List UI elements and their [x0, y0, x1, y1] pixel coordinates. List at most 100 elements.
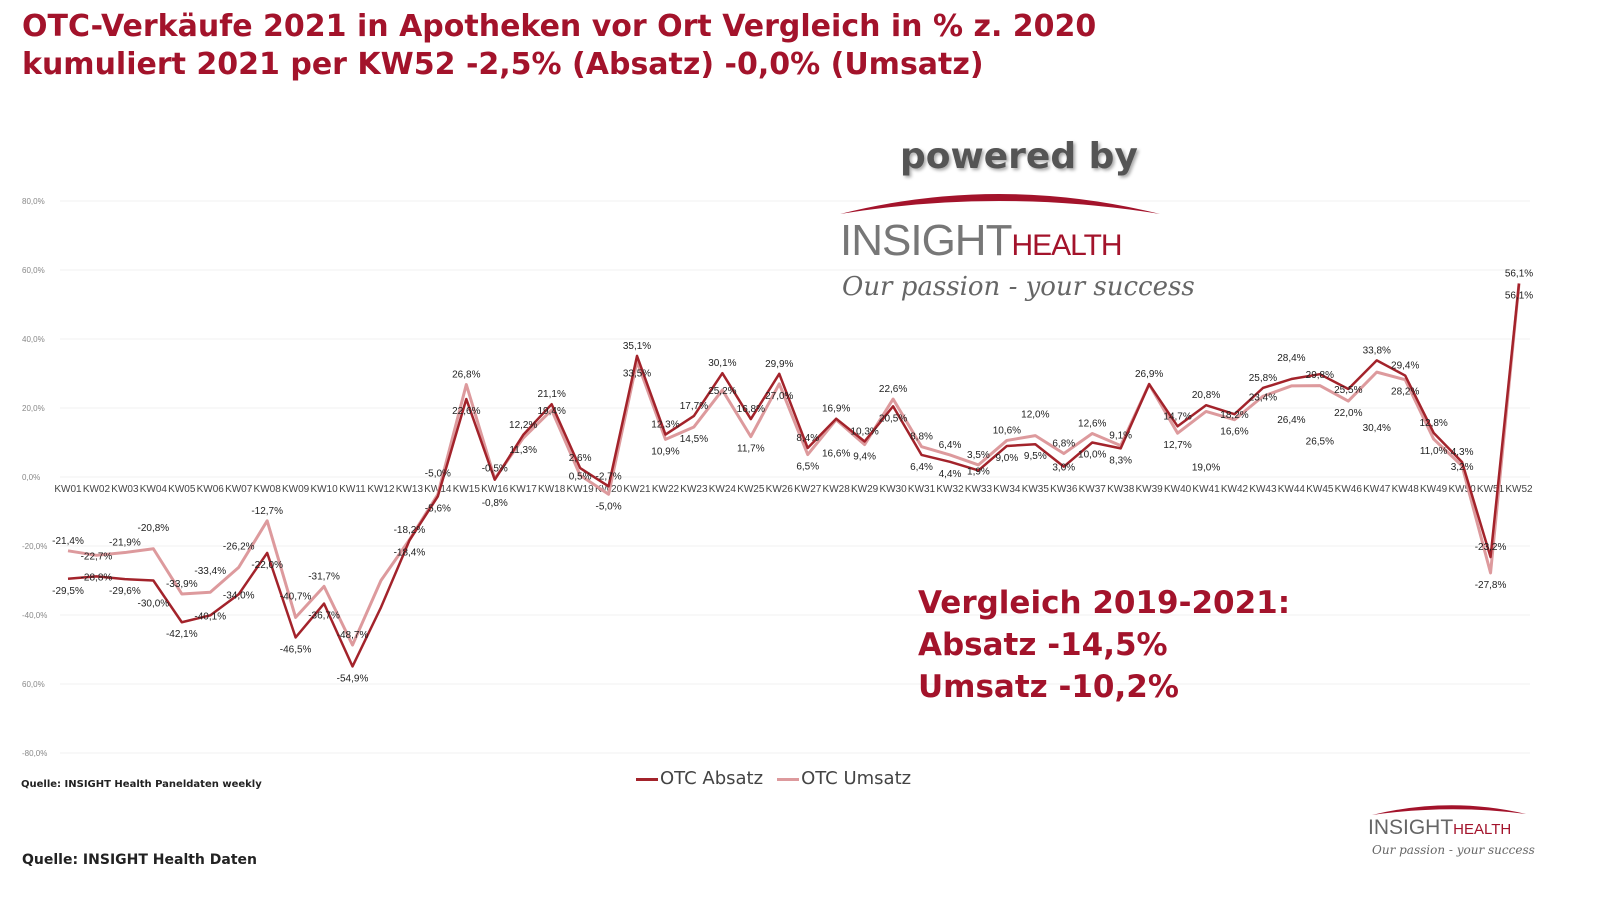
x-tick-label: KW29: [851, 484, 879, 495]
title-line-2: kumuliert 2021 per KW52 -2,5% (Absatz) -…: [22, 47, 984, 82]
data-label-absatz: 29,4%: [1391, 361, 1419, 372]
data-label-umsatz: -18,2%: [394, 525, 426, 536]
data-label-umsatz: 6,4%: [939, 440, 962, 451]
data-label-umsatz: 12,6%: [1078, 419, 1106, 430]
series-line-absatz: [67, 283, 1521, 668]
data-label-absatz: -29,6%: [109, 586, 141, 597]
data-label-umsatz: 3,5%: [967, 450, 990, 461]
chart-source: Quelle: INSIGHT Health Paneldaten weekly: [21, 779, 262, 790]
data-label-umsatz: 25,2%: [708, 386, 736, 397]
data-label-absatz: 20,5%: [879, 413, 907, 424]
data-label-absatz: -30,0%: [138, 599, 170, 610]
x-tick-label: KW08: [254, 484, 282, 495]
data-label-absatz: 22,6%: [452, 406, 480, 417]
x-tick-label: KW02: [83, 484, 111, 495]
insight-health-logo-small: INSIGHTHEALTH: [1368, 816, 1511, 842]
data-label-umsatz: -0,5%: [482, 464, 508, 475]
data-label-umsatz: -40,7%: [280, 591, 312, 602]
data-label-umsatz: -27,8%: [1475, 580, 1507, 591]
x-tick-label: KW51: [1477, 484, 1505, 495]
x-tick-label: KW45: [1306, 484, 1334, 495]
data-label-umsatz: -26,2%: [223, 541, 255, 552]
data-label-absatz: 33,8%: [1363, 345, 1391, 356]
data-label-umsatz: 16,6%: [1220, 427, 1248, 438]
data-label-umsatz: 16,6%: [822, 449, 850, 460]
legend-swatch-absatz: [636, 777, 658, 781]
data-label-umsatz: -20,8%: [138, 523, 170, 534]
x-tick-label: KW42: [1221, 484, 1249, 495]
x-tick-label: KW41: [1192, 484, 1220, 495]
y-tick-label: 60,0%: [22, 680, 45, 689]
data-label-umsatz: 12,0%: [1021, 410, 1049, 421]
x-tick-label: KW07: [225, 484, 253, 495]
data-label-absatz: 3,0%: [1052, 463, 1075, 474]
x-tick-label: KW10: [310, 484, 338, 495]
comparison-line-1: Vergleich 2019-2021:: [918, 585, 1291, 621]
small-logo-slogan: Our passion - your success: [1372, 843, 1535, 857]
logo-brand-a: INSIGHT: [840, 216, 1012, 265]
x-tick-label: KW32: [936, 484, 964, 495]
y-tick-label: -80,0%: [22, 749, 47, 758]
data-label-absatz: 12,3%: [651, 420, 679, 431]
small-logo-brand-b: HEALTH: [1453, 821, 1512, 838]
y-tick-label: 40,0%: [22, 335, 45, 344]
data-label-absatz: -23,2%: [1475, 542, 1507, 553]
x-tick-label: KW16: [481, 484, 509, 495]
data-label-umsatz: 9,4%: [853, 452, 876, 463]
data-label-umsatz: 10,6%: [993, 425, 1021, 436]
x-tick-label: KW34: [993, 484, 1021, 495]
data-label-absatz: 2,6%: [569, 453, 592, 464]
legend-item-umsatz: OTC Umsatz: [777, 768, 911, 790]
x-tick-label: KW47: [1363, 484, 1391, 495]
data-label-umsatz: 0,5%: [569, 471, 592, 482]
x-tick-label: KW12: [367, 484, 395, 495]
page-source: Quelle: INSIGHT Health Daten: [22, 852, 257, 868]
data-label-absatz: 30,1%: [708, 358, 736, 369]
data-label-umsatz: -33,4%: [194, 566, 226, 577]
data-label-absatz: -5,6%: [425, 503, 451, 514]
data-label-umsatz: 26,8%: [452, 370, 480, 381]
series-line-umsatz: [67, 283, 1521, 647]
x-tick-label: KW52: [1505, 484, 1533, 495]
data-label-umsatz: 22,6%: [879, 384, 907, 395]
x-tick-label: KW44: [1278, 484, 1306, 495]
data-label-umsatz: -21,4%: [52, 536, 84, 547]
data-label-umsatz: 11,3%: [509, 445, 537, 456]
y-tick-label: -20,0%: [22, 542, 47, 551]
data-label-umsatz: -48,7%: [337, 630, 369, 641]
data-label-umsatz: 12,7%: [1163, 440, 1191, 451]
legend-label-umsatz: OTC Umsatz: [801, 768, 912, 789]
data-label-absatz: 16,8%: [737, 404, 765, 415]
small-logo-brand-a: INSIGHT: [1368, 816, 1454, 839]
x-tick-label: KW49: [1420, 484, 1448, 495]
x-tick-label: KW06: [197, 484, 225, 495]
data-label-absatz: 25,8%: [1249, 373, 1277, 384]
x-tick-label: KW13: [396, 484, 424, 495]
data-label-umsatz: 26,5%: [1306, 437, 1334, 448]
data-label-umsatz: 6,5%: [796, 462, 819, 473]
x-tick-label: KW31: [908, 484, 936, 495]
data-label-absatz: 25,5%: [1334, 385, 1362, 396]
comparison-line-2: Absatz -14,5%: [918, 627, 1168, 663]
data-label-absatz: 56,1%: [1505, 268, 1533, 279]
data-label-absatz: -46,5%: [280, 644, 312, 655]
data-label-umsatz: 11,7%: [737, 444, 765, 455]
data-label-absatz: 14,7%: [1163, 411, 1191, 422]
data-label-umsatz: 33,5%: [623, 368, 651, 379]
data-label-umsatz: 8,8%: [910, 432, 933, 443]
y-tick-label: 20,0%: [22, 404, 45, 413]
x-tick-label: KW22: [652, 484, 680, 495]
data-label-absatz: 6,4%: [910, 462, 933, 473]
x-tick-label: KW23: [680, 484, 708, 495]
data-label-umsatz: 6,8%: [1052, 439, 1075, 450]
data-label-absatz: 4,4%: [939, 469, 962, 480]
data-label-absatz: 8,3%: [1109, 455, 1132, 466]
data-label-absatz: -22,0%: [251, 560, 283, 571]
data-label-absatz: 28,4%: [1277, 353, 1305, 364]
data-label-umsatz: 9,1%: [1109, 431, 1132, 442]
legend-item-absatz: OTC Absatz: [636, 768, 763, 790]
data-label-umsatz: -22,7%: [81, 551, 113, 562]
data-label-absatz: 29,8%: [1306, 370, 1334, 381]
insight-health-logo: INSIGHTHEALTH: [840, 216, 1123, 271]
comparison-note: Vergleich 2019-2021: Absatz -14,5% Umsat…: [918, 582, 1290, 708]
